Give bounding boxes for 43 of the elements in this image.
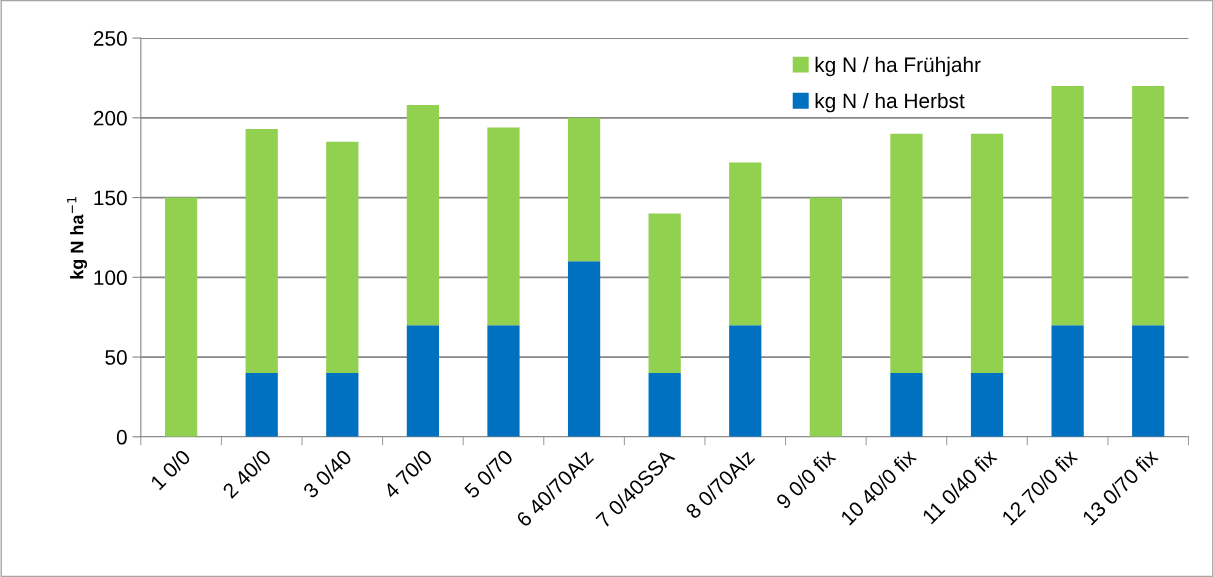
x-tick-label: 9 0/0 fix [774,448,837,510]
legend-label: kg N / ha Frühjahr [815,56,981,77]
x-tick-label: 12 70/0 fix [1000,448,1079,526]
bar [165,197,198,437]
bar [970,133,1004,373]
bar [326,141,359,373]
bar [245,373,278,437]
x-tick-label: 5 0/70 [463,448,514,500]
bar [1051,85,1084,326]
legend-label: kg N / ha Herbst [815,92,965,113]
bar [326,373,359,437]
x-tick-label: 13 0/70 fix [1081,448,1159,526]
bar [648,373,681,437]
y-axis-title: kg N ha$^{−1}$ [67,196,88,279]
y-tick-label: 150 [94,190,127,206]
y-tick-label: 100 [94,270,127,286]
bar [245,128,278,373]
bar [487,127,520,326]
bar [1132,85,1165,326]
bar [890,373,923,437]
bar [1132,325,1165,437]
bar [970,373,1004,437]
bar [406,325,440,437]
y-tick-label: 50 [105,350,127,365]
y-tick-label: 0 [116,429,127,445]
bar [648,213,681,373]
x-tick-label: 1 0/0 [149,448,192,491]
bar [809,197,842,437]
x-tick-label: 11 0/40 fix [921,448,998,525]
bar [567,117,601,262]
y-tick-label: 200 [93,110,127,126]
x-tick-label: 3 0/40 [301,448,353,500]
bar [890,133,923,373]
bar [729,325,762,437]
bar [487,325,520,437]
x-tick-label: 4 70/0 [382,448,434,500]
bar [567,261,601,437]
x-tick-label: 10 40/0 fix [839,448,918,526]
bar [1051,325,1084,437]
x-tick-label: 2 40/0 [221,448,272,499]
y-tick-label: 250 [93,31,127,46]
bar [729,162,762,326]
bar [406,105,440,326]
